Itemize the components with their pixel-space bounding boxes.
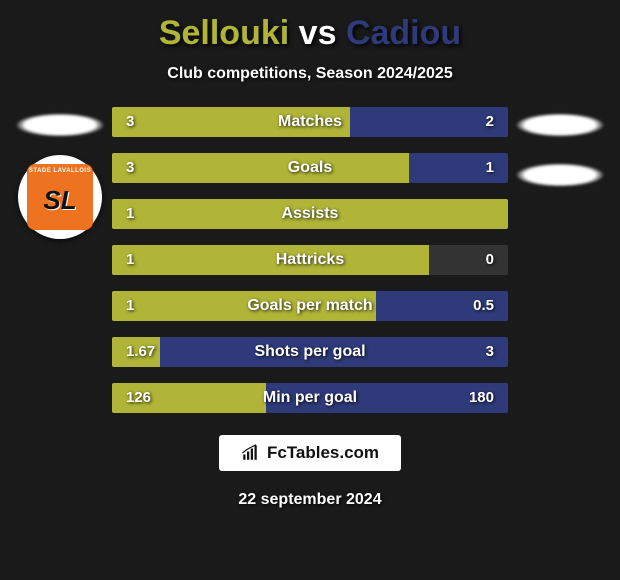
title-vs: vs [299, 14, 337, 52]
club-badge-left: STADE LAVALLOIS SL [18, 155, 102, 239]
bar-track [112, 291, 508, 321]
bar-left [112, 291, 376, 321]
stat-row: Matches32 [112, 107, 508, 137]
bar-right [160, 337, 508, 367]
date-text: 22 september 2024 [238, 491, 381, 509]
avatar-placeholder-right-1 [515, 113, 605, 137]
bar-right [409, 153, 508, 183]
bar-track [112, 199, 508, 229]
avatar-placeholder-left [15, 113, 105, 137]
player-left-name: Sellouki [159, 14, 289, 52]
page-title: Sellouki vs Cadiou [159, 14, 461, 53]
stat-row: Hattricks10 [112, 245, 508, 275]
left-player-col: STADE LAVALLOIS SL [8, 107, 112, 413]
bar-track [112, 245, 508, 275]
stat-row: Shots per goal1.673 [112, 337, 508, 367]
bar-track [112, 153, 508, 183]
club-badge-inner: STADE LAVALLOIS SL [27, 164, 93, 230]
bar-track [112, 107, 508, 137]
bar-track [112, 337, 508, 367]
bar-right [266, 383, 508, 413]
avatar-placeholder-right-2 [515, 163, 605, 187]
bar-left [112, 199, 508, 229]
stat-row: Assists1 [112, 199, 508, 229]
stat-row: Goals per match10.5 [112, 291, 508, 321]
chart-icon [241, 444, 259, 462]
bar-left [112, 153, 409, 183]
bar-left [112, 107, 350, 137]
club-badge-monogram: SL [43, 185, 76, 216]
brand-text: FcTables.com [267, 443, 379, 463]
chart-area: STADE LAVALLOIS SL Matches32 Goals31 Assis… [0, 107, 620, 413]
subtitle: Club competitions, Season 2024/2025 [167, 65, 452, 83]
bar-left [112, 245, 429, 275]
stat-row: Min per goal126180 [112, 383, 508, 413]
bar-right [350, 107, 508, 137]
right-player-col [508, 107, 612, 413]
stat-row: Goals31 [112, 153, 508, 183]
bar-left [112, 383, 266, 413]
bar-right [376, 291, 508, 321]
bar-track [112, 383, 508, 413]
bar-left [112, 337, 160, 367]
player-right-name: Cadiou [346, 14, 461, 52]
club-badge-text: STADE LAVALLOIS [27, 168, 93, 174]
brand-badge: FcTables.com [219, 435, 401, 471]
bars-col: Matches32 Goals31 Assists1 Hattricks10 Goals… [112, 107, 508, 413]
comparison-card: Sellouki vs Cadiou Club competitions, Se… [0, 0, 620, 580]
